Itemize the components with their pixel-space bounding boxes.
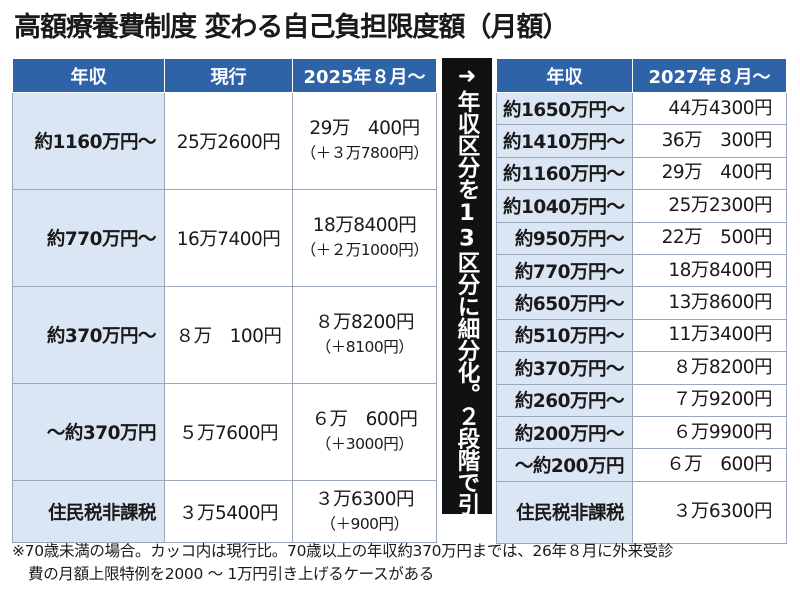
value-cell: 29万 400円: [632, 156, 787, 191]
value-cell: ６万 600円: [632, 448, 787, 482]
value-cell: 13万8600円: [632, 286, 787, 320]
table-row: 約770万円～ 16万7400円 18万8400円 （＋２万1000円）: [12, 189, 437, 287]
table-row: 約260万円～ ７万9200円: [496, 383, 787, 417]
new-cell: 29万 400円 （＋３万7800円）: [292, 92, 437, 190]
diff-value: （＋8100円）: [315, 338, 414, 356]
income-cell: 約370万円～: [496, 351, 633, 385]
new-value: 18万8400円: [312, 215, 417, 236]
income-cell: ～約370万円: [12, 383, 165, 481]
current-cell: ３万5400円: [164, 480, 293, 543]
income-cell: 約200万円～: [496, 415, 633, 450]
banner-text: 年収区分を13区分に細分化。２段階で引き上げ: [454, 90, 480, 581]
income-cell: 約1160万円～: [12, 92, 165, 190]
table-row: 約1040万円～ 25万2300円: [496, 189, 787, 223]
table-row: 約200万円～ ６万9900円: [496, 415, 787, 450]
income-cell: 住民税非課税: [12, 480, 165, 543]
table-row: ～約200万円 ６万 600円: [496, 448, 787, 482]
income-cell: 約950万円～: [496, 221, 633, 255]
footnote-line-2: 費の月額上限特例を2000 ～ 1万円引き上げるケースがある: [28, 565, 434, 583]
new-cell: 18万8400円 （＋２万1000円）: [292, 189, 437, 287]
table-row: 約1410万円～ 36万 300円: [496, 124, 787, 158]
page-title: 高額療養費制度 変わる自己負担限度額（月額）: [14, 12, 569, 43]
table-header-row: 年収 2027年８月～: [496, 58, 787, 93]
income-cell: 約770万円～: [496, 253, 633, 288]
table-row: 約950万円～ 22万 500円: [496, 221, 787, 255]
table-row: ～約370万円 ５万7600円 ６万 600円 （＋3000円）: [12, 383, 437, 481]
table-row: 約370万円～ ８万8200円: [496, 351, 787, 385]
current-cell: ８万 100円: [164, 286, 293, 384]
current-vs-2025-table: 年収 現行 2025年８月～ 約1160万円～ 25万2600円 29万 400…: [12, 58, 437, 543]
table-row: 約1160万円～ 25万2600円 29万 400円 （＋３万7800円）: [12, 92, 437, 190]
income-cell: 約650万円～: [496, 286, 633, 320]
diff-value: （＋２万1000円）: [300, 241, 429, 259]
value-cell: ７万9200円: [632, 383, 787, 417]
new-cell: ３万6300円 （＋900円）: [292, 480, 437, 543]
table-row: 住民税非課税 ３万6300円: [496, 480, 787, 544]
income-cell: 住民税非課税: [496, 480, 633, 544]
arrow-right-icon: ➜: [457, 64, 477, 89]
value-cell: 18万8400円: [632, 253, 787, 288]
current-cell: 25万2600円: [164, 92, 293, 190]
footnote: ※70歳未満の場合。カッコ内は現行比。70歳以上の年収約370万円までは、26年…: [12, 540, 792, 586]
value-cell: 22万 500円: [632, 221, 787, 255]
income-cell: ～約200万円: [496, 448, 633, 482]
table-row: 約370万円～ ８万 100円 ８万8200円 （＋8100円）: [12, 286, 437, 384]
new-value: ８万8200円: [314, 312, 415, 333]
new-value: 29万 400円: [309, 118, 420, 139]
income-cell: 約1650万円～: [496, 91, 633, 126]
footnote-line-1: ※70歳未満の場合。カッコ内は現行比。70歳以上の年収約370万円までは、26年…: [12, 542, 674, 560]
income-cell: 約770万円～: [12, 189, 165, 287]
table-row: 約1160万円～ 29万 400円: [496, 156, 787, 191]
table-row: 約650万円～ 13万8600円: [496, 286, 787, 320]
table-row: 約770万円～ 18万8400円: [496, 253, 787, 288]
header-current: 現行: [164, 58, 293, 93]
value-cell: 25万2300円: [632, 189, 787, 223]
2027-table: 年収 2027年８月～ 約1650万円～ 44万4300円 約1410万円～ 36万…: [496, 58, 787, 544]
change-banner: ➜ 年収区分を13区分に細分化。２段階で引き上げ: [442, 58, 492, 581]
income-cell: 約260万円～: [496, 383, 633, 417]
diff-value: （＋3000円）: [315, 435, 414, 453]
value-cell: 36万 300円: [632, 124, 787, 158]
value-cell: 11万3400円: [632, 318, 787, 353]
new-cell: ６万 600円 （＋3000円）: [292, 383, 437, 481]
diff-value: （＋３万7800円）: [300, 144, 429, 162]
value-cell: ３万6300円: [632, 480, 787, 544]
header-2025: 2025年８月～: [292, 58, 437, 93]
current-cell: ５万7600円: [164, 383, 293, 481]
income-cell: 約1160万円～: [496, 156, 633, 191]
income-cell: 約370万円～: [12, 286, 165, 384]
current-cell: 16万7400円: [164, 189, 293, 287]
new-value: ６万 600円: [311, 409, 418, 430]
table-row: 約1650万円～ 44万4300円: [496, 91, 787, 126]
header-income: 年収: [496, 58, 633, 93]
value-cell: ８万8200円: [632, 351, 787, 385]
header-income: 年収: [12, 58, 165, 93]
diff-value: （＋900円）: [320, 514, 409, 533]
income-cell: 約1040万円～: [496, 189, 633, 223]
value-cell: 44万4300円: [632, 91, 787, 126]
new-value: ３万6300円: [314, 488, 415, 510]
header-2027: 2027年８月～: [632, 58, 787, 93]
table-row: 約510万円～ 11万3400円: [496, 318, 787, 353]
income-cell: 約510万円～: [496, 318, 633, 353]
income-cell: 約1410万円～: [496, 124, 633, 158]
new-cell: ８万8200円 （＋8100円）: [292, 286, 437, 384]
table-row: 住民税非課税 ３万5400円 ３万6300円 （＋900円）: [12, 480, 437, 543]
value-cell: ６万9900円: [632, 415, 787, 450]
table-header-row: 年収 現行 2025年８月～: [12, 58, 437, 93]
